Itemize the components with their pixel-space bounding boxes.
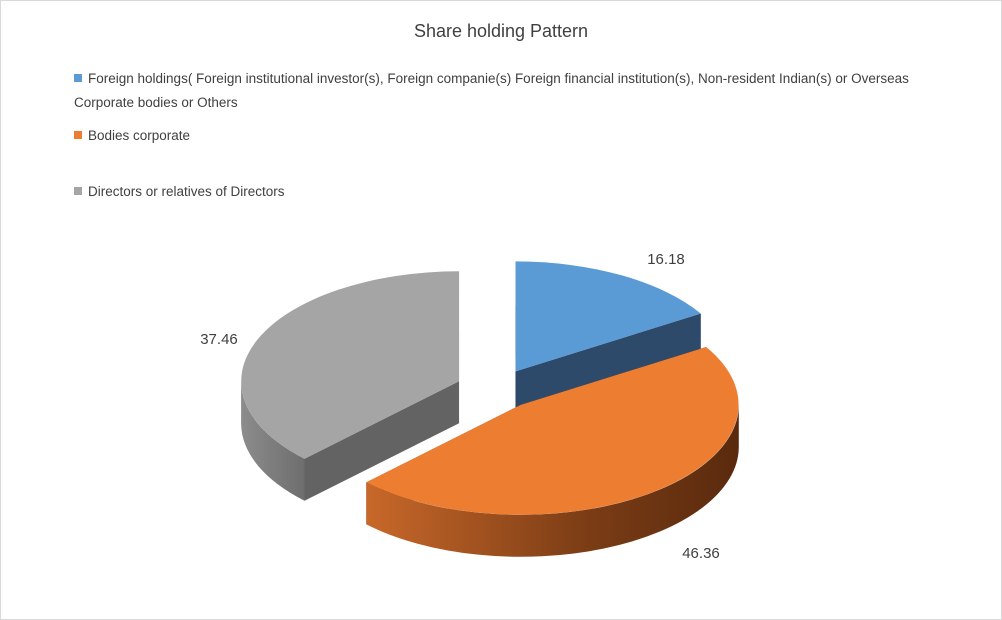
pie-slice-side [366, 404, 739, 557]
data-label: 46.36 [682, 545, 720, 562]
pie-slice-top [241, 271, 460, 459]
legend-label: Foreign holdings( Foreign institutional … [74, 71, 909, 110]
pie-slice-wall [515, 313, 701, 414]
data-label: 37.46 [200, 331, 238, 348]
legend-label: Bodies corporate [88, 128, 191, 143]
pie-slice-top [366, 347, 739, 515]
legend-swatch [74, 74, 82, 82]
legend-label: Directors or relatives of Directors [88, 184, 285, 199]
chart-title: Share holding Pattern [413, 21, 589, 41]
pie-slice-wall [304, 381, 460, 501]
legend-item-directors: Directors or relatives of Directors [74, 180, 964, 204]
legend-item-bodies-corporate: Bodies corporate [74, 124, 964, 148]
legend-swatch [74, 187, 82, 195]
pie-slice-top [515, 261, 701, 372]
pie-slice-side [241, 381, 305, 501]
legend-item-foreign-holdings: Foreign holdings( Foreign institutional … [74, 67, 964, 115]
data-label: 16.18 [647, 251, 685, 268]
legend-swatch [74, 131, 82, 139]
